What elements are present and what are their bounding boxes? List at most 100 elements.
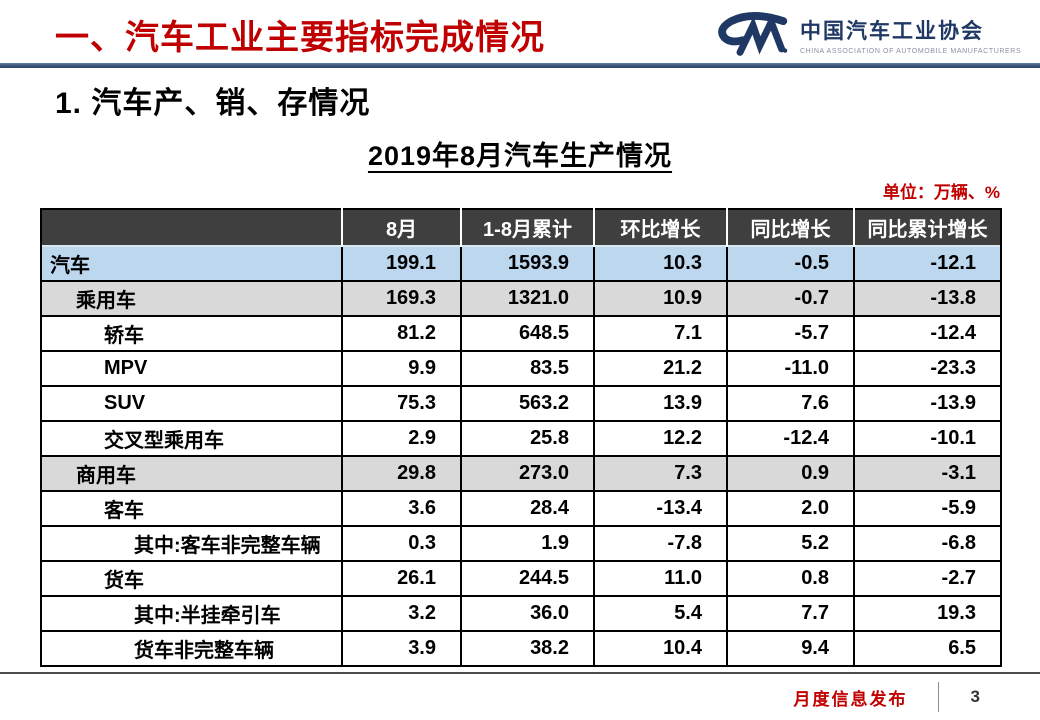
table-row: 其中:客车非完整车辆 0.3 1.9 -7.8 5.2 -6.8 xyxy=(40,525,1002,562)
table-row: 交叉型乘用车 2.9 25.8 12.2 -12.4 -10.1 xyxy=(40,420,1002,457)
unit-label: 单位：万辆、% xyxy=(882,183,1000,202)
cell-value: -23.3 xyxy=(853,350,1002,387)
title-divider xyxy=(0,63,1040,68)
row-label: MPV xyxy=(40,350,343,387)
row-label: 其中:客车非完整车辆 xyxy=(40,525,343,562)
cell-value: 13.9 xyxy=(593,385,728,422)
cell-value: 26.1 xyxy=(341,560,462,597)
cell-value: 7.3 xyxy=(593,455,728,492)
footer-separator xyxy=(937,682,939,712)
cell-value: 10.9 xyxy=(593,280,728,317)
cell-value: 7.1 xyxy=(593,315,728,352)
caam-logo: 中国汽车工业协会 CHINA ASSOCIATION OF AUTOMOBILE… xyxy=(714,8,1021,62)
cell-value: 3.6 xyxy=(341,490,462,527)
page-number: 3 xyxy=(970,687,980,706)
cell-value: -3.1 xyxy=(853,455,1002,492)
table-row: 客车 3.6 28.4 -13.4 2.0 -5.9 xyxy=(40,490,1002,527)
cell-value: -5.7 xyxy=(726,315,855,352)
cell-value: 81.2 xyxy=(341,315,462,352)
table-row: SUV 75.3 563.2 13.9 7.6 -13.9 xyxy=(40,385,1002,422)
cell-value: -12.1 xyxy=(853,245,1002,282)
cell-value: 1321.0 xyxy=(460,280,595,317)
table-title-wrap: 2019年8月汽车生产情况 xyxy=(0,134,1040,173)
col-header-august: 8月 xyxy=(341,209,461,246)
caam-logo-icon xyxy=(718,12,788,56)
cell-value: 1593.9 xyxy=(460,245,595,282)
cell-value: 5.2 xyxy=(726,525,855,562)
col-header-yoy-cumulative-growth: 同比累计增长 xyxy=(853,209,1001,246)
footer: 月度信息发布 3 xyxy=(0,674,1040,720)
table-row: 商用车 29.8 273.0 7.3 0.9 -3.1 xyxy=(40,455,1002,492)
col-header-cumulative: 1-8月累计 xyxy=(460,209,594,246)
cell-value: -13.9 xyxy=(853,385,1002,422)
cell-value: 563.2 xyxy=(460,385,595,422)
cell-value: 11.0 xyxy=(593,560,728,597)
table-row: 货车非完整车辆 3.9 38.2 10.4 9.4 6.5 xyxy=(40,630,1002,667)
table-header-row: 8月 1-8月累计 环比增长 同比增长 同比累计增长 xyxy=(41,209,1001,246)
cell-value: 0.3 xyxy=(341,525,462,562)
cell-value: -11.0 xyxy=(726,350,855,387)
cell-value: -12.4 xyxy=(853,315,1002,352)
cell-value: -0.7 xyxy=(726,280,855,317)
cell-value: -10.1 xyxy=(853,420,1002,457)
cell-value: 36.0 xyxy=(460,595,595,632)
caam-logo-name-cn: 中国汽车工业协会 xyxy=(800,20,984,43)
cell-value: 6.5 xyxy=(853,630,1002,667)
cell-value: 83.5 xyxy=(460,350,595,387)
cell-value: 0.9 xyxy=(726,455,855,492)
cell-value: 169.3 xyxy=(341,280,462,317)
row-label: 客车 xyxy=(40,490,343,527)
cell-value: 25.8 xyxy=(460,420,595,457)
cell-value: -7.8 xyxy=(593,525,728,562)
cell-value: -5.9 xyxy=(853,490,1002,527)
cell-value: 1.9 xyxy=(460,525,595,562)
cell-value: -13.8 xyxy=(853,280,1002,317)
row-label: 商用车 xyxy=(40,455,343,492)
page-title: 一、汽车工业主要指标完成情况 xyxy=(55,19,545,57)
cell-value: 3.9 xyxy=(341,630,462,667)
col-header-yoy-growth: 同比增长 xyxy=(726,209,854,246)
row-label: 轿车 xyxy=(40,315,343,352)
cell-value: -6.8 xyxy=(853,525,1002,562)
cell-value: 12.2 xyxy=(593,420,728,457)
cell-value: 29.8 xyxy=(341,455,462,492)
cell-value: 273.0 xyxy=(460,455,595,492)
cell-value: 2.0 xyxy=(726,490,855,527)
cell-value: 0.8 xyxy=(726,560,855,597)
cell-value: -13.4 xyxy=(593,490,728,527)
col-header-mom-growth: 环比增长 xyxy=(593,209,727,246)
cell-value: 199.1 xyxy=(341,245,462,282)
caam-logo-name-en: CHINA ASSOCIATION OF AUTOMOBILE MANUFACT… xyxy=(800,48,1022,55)
cell-value: -2.7 xyxy=(853,560,1002,597)
row-label: 乘用车 xyxy=(40,280,343,317)
caam-logo-text: 中国汽车工业协会 CHINA ASSOCIATION OF AUTOMOBILE… xyxy=(800,15,1021,55)
footer-label: 月度信息发布 xyxy=(793,689,908,709)
cell-value: 2.9 xyxy=(341,420,462,457)
table-row: 汽车 199.1 1593.9 10.3 -0.5 -12.1 xyxy=(40,245,1002,282)
footer-divider-line xyxy=(0,672,1040,674)
table-row: 其中:半挂牵引车 3.2 36.0 5.4 7.7 19.3 xyxy=(40,595,1002,632)
table-row: 轿车 81.2 648.5 7.1 -5.7 -12.4 xyxy=(40,315,1002,352)
cell-value: 10.4 xyxy=(593,630,728,667)
cell-value: 28.4 xyxy=(460,490,595,527)
table-title: 2019年8月汽车生产情况 xyxy=(367,141,673,171)
cell-value: 648.5 xyxy=(460,315,595,352)
cell-value: 10.3 xyxy=(593,245,728,282)
cell-value: 19.3 xyxy=(853,595,1002,632)
cell-value: 38.2 xyxy=(460,630,595,667)
production-table: 8月 1-8月累计 环比增长 同比增长 同比累计增长 汽车 199.1 1593… xyxy=(40,208,1002,667)
row-label: SUV xyxy=(40,385,343,422)
cell-value: 3.2 xyxy=(341,595,462,632)
row-label: 汽车 xyxy=(40,245,343,282)
cell-value: 5.4 xyxy=(593,595,728,632)
cell-value: 244.5 xyxy=(460,560,595,597)
cell-value: 75.3 xyxy=(341,385,462,422)
section-subtitle: 1. 汽车产、销、存情况 xyxy=(55,87,371,120)
cell-value: -0.5 xyxy=(726,245,855,282)
row-label: 其中:半挂牵引车 xyxy=(40,595,343,632)
cell-value: -12.4 xyxy=(726,420,855,457)
col-header-label xyxy=(41,209,342,246)
row-label: 货车 xyxy=(40,560,343,597)
row-label: 货车非完整车辆 xyxy=(40,630,343,667)
